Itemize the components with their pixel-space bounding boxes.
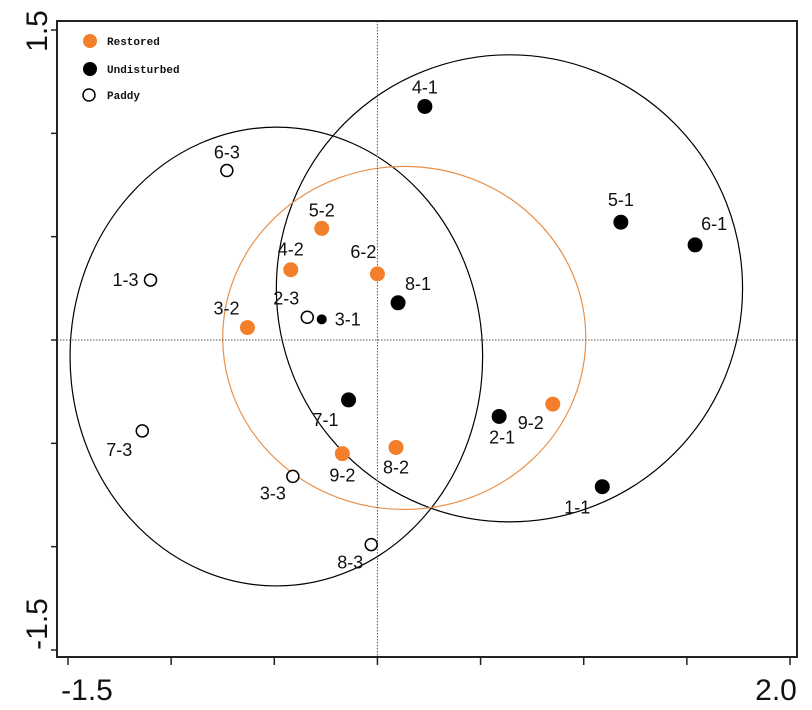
point-label: 2-3 <box>273 288 299 308</box>
point-restored <box>545 396 561 412</box>
point-restored <box>334 446 350 462</box>
legend-marker-paddy <box>82 88 96 102</box>
point-label: 8-1 <box>405 274 431 294</box>
point-label: 5-1 <box>608 190 634 210</box>
point-restored <box>388 439 404 455</box>
point-label: 2-1 <box>489 427 515 447</box>
point-paddy <box>364 537 378 552</box>
point-label: 1-3 <box>113 270 139 290</box>
point-label: 7-3 <box>106 440 132 460</box>
ellipse-restored <box>222 165 587 511</box>
point-label: 5-2 <box>309 200 335 220</box>
point-undisturbed <box>417 98 433 114</box>
ellipse-paddy <box>69 126 484 587</box>
point-label: 1-1 <box>564 498 590 518</box>
legend-marker-undisturbed <box>83 62 97 76</box>
point-label: 6-1 <box>701 214 727 234</box>
point-restored <box>369 266 385 282</box>
point-undisturbed <box>316 314 327 325</box>
point-label: 3-2 <box>213 299 239 319</box>
point-undisturbed <box>613 214 629 230</box>
x-tick-label-left: -1.5 <box>61 674 113 707</box>
point-paddy <box>300 310 315 325</box>
point-restored <box>314 220 330 236</box>
legend-label-undisturbed: Undisturbed <box>107 65 180 77</box>
point-label: 9-2 <box>518 413 544 433</box>
y-tick-label-top: 1.5 <box>21 10 54 52</box>
point-label: 9-2 <box>329 466 355 486</box>
point-undisturbed <box>491 408 507 424</box>
point-label: 3-3 <box>260 483 286 503</box>
axis-ticks <box>51 29 791 665</box>
point-label: 4-2 <box>278 240 304 260</box>
point-paddy <box>135 424 150 438</box>
legend-label-restored: Restored <box>107 37 160 49</box>
legend: Restored Undisturbed Paddy <box>82 34 180 103</box>
point-paddy <box>143 273 158 287</box>
point-label: 8-3 <box>337 553 363 573</box>
point-label: 6-2 <box>350 242 376 262</box>
legend-marker-restored <box>83 34 97 48</box>
ellipse-undisturbed <box>275 54 744 523</box>
plot-frame <box>56 20 798 658</box>
point-restored <box>239 320 255 336</box>
legend-label-paddy: Paddy <box>107 91 140 103</box>
point-undisturbed <box>687 237 703 253</box>
point-undisturbed <box>594 479 610 495</box>
points: 5-24-2 6-2 3-2 9-2 9-2 8-2 4-1 5-1 6-1 8-1 3-1 7-1 2… <box>106 77 727 572</box>
y-tick-label-bottom: -1.5 <box>21 598 54 650</box>
ellipses <box>69 54 744 587</box>
point-label: 7-1 <box>313 410 339 430</box>
point-label: 8-2 <box>383 457 409 477</box>
point-restored <box>283 262 299 278</box>
point-label: 3-1 <box>335 309 361 329</box>
point-undisturbed <box>341 392 357 408</box>
x-tick-label-right: 2.0 <box>755 674 797 707</box>
point-paddy <box>220 163 234 178</box>
point-label: 6-3 <box>214 143 240 163</box>
point-undisturbed <box>390 295 406 311</box>
point-label: 4-1 <box>412 77 438 97</box>
point-paddy <box>286 469 300 484</box>
